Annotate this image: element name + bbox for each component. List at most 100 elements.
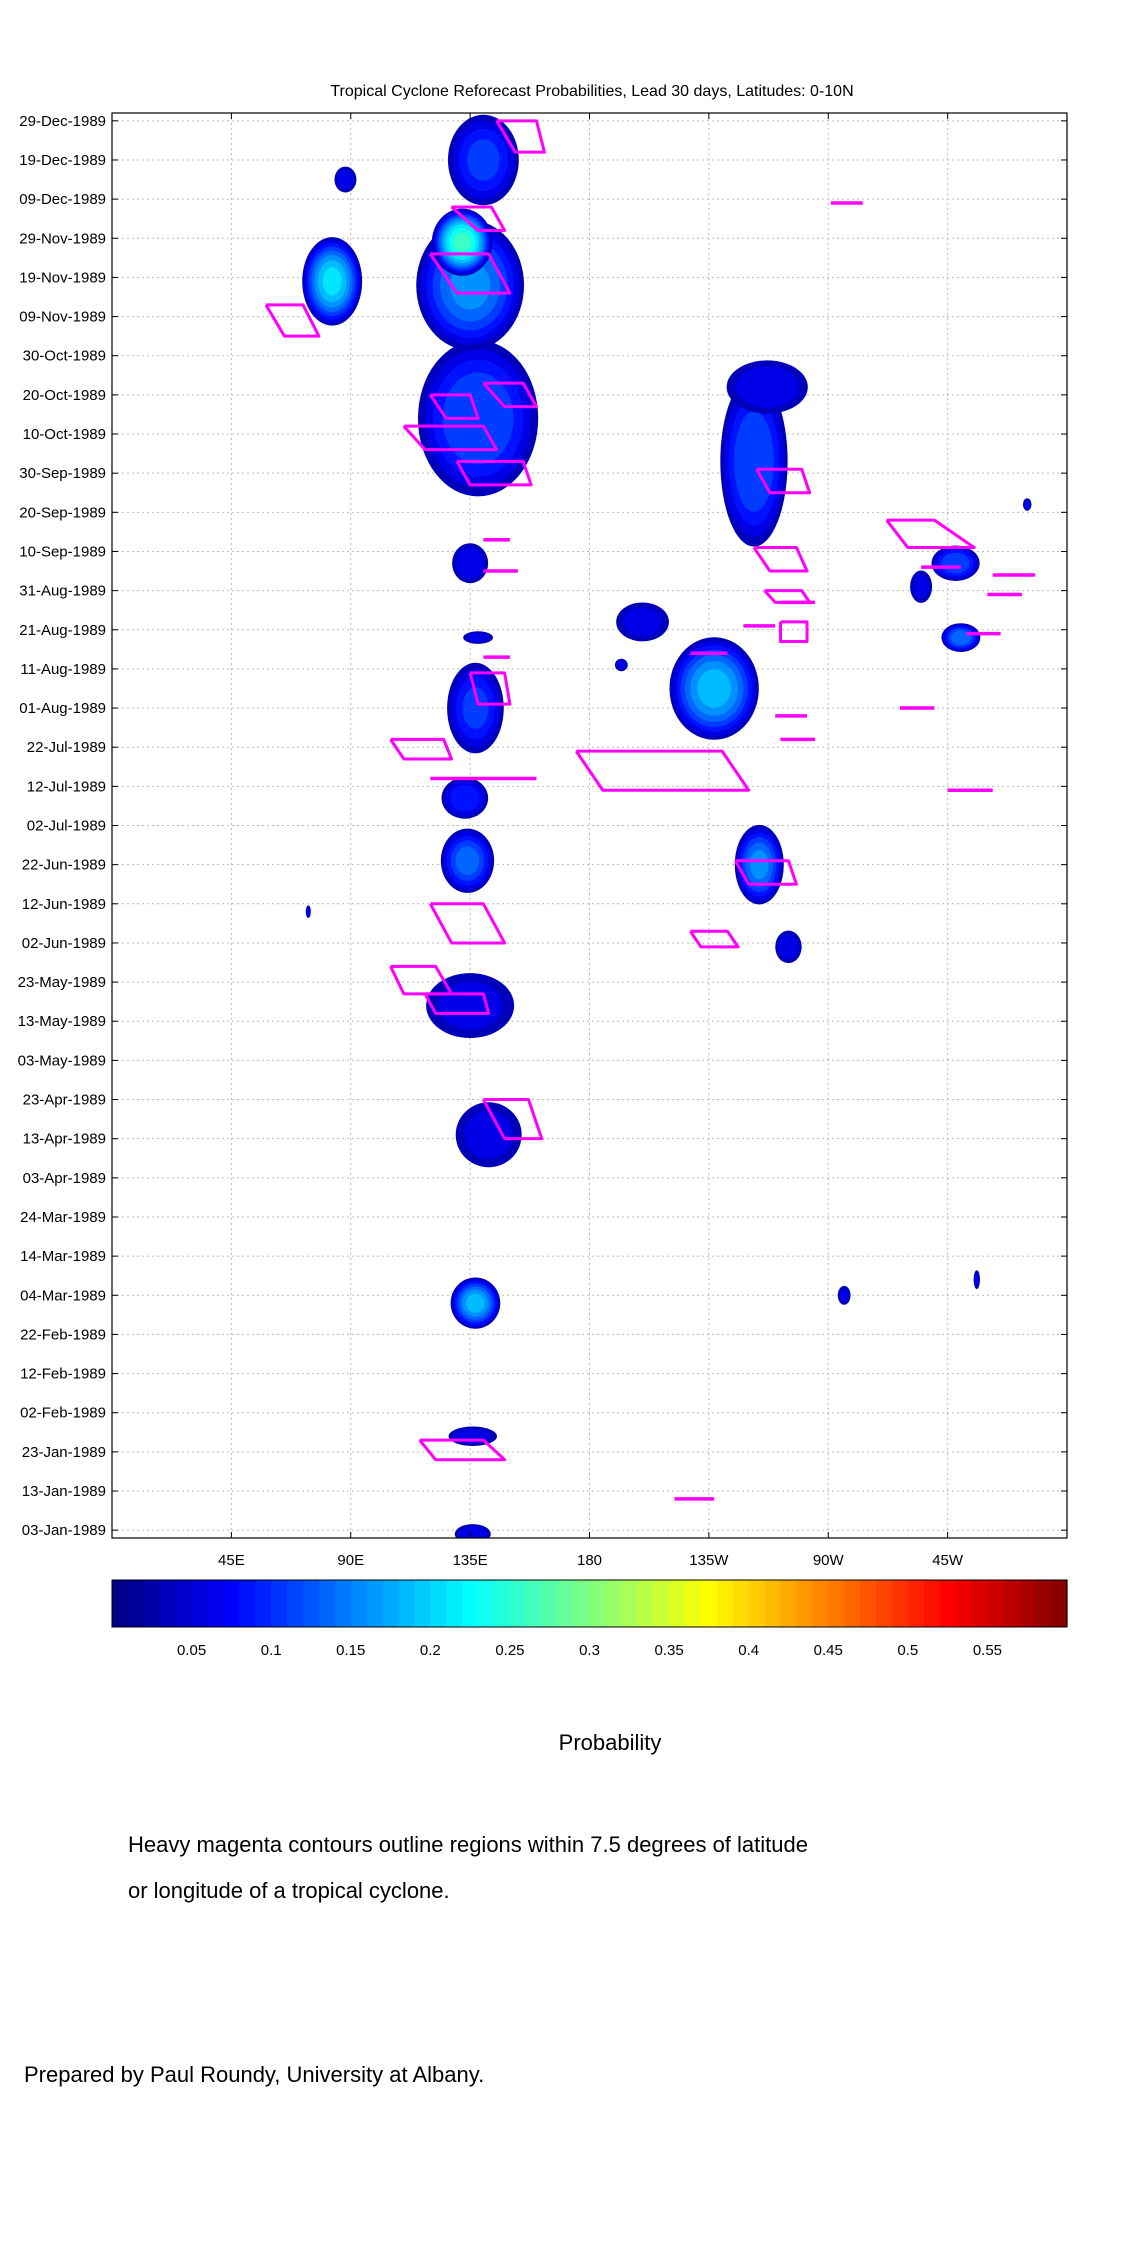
probability-region — [441, 777, 489, 819]
probability-region — [669, 637, 759, 740]
y-tick-label: 23-Jan-1989 — [22, 1444, 106, 1461]
cyclone-contour — [429, 902, 507, 945]
y-tick-label: 22-Jul-1989 — [27, 739, 106, 756]
cyclone-contour — [264, 303, 321, 338]
probability-region — [973, 1270, 980, 1290]
probability-level — [1024, 500, 1031, 509]
colorbar-swatch — [287, 1580, 304, 1627]
probability-region — [454, 1524, 491, 1538]
probability-level — [941, 552, 970, 574]
colorbar-swatch — [366, 1580, 384, 1627]
colorbar-swatch — [525, 1580, 543, 1627]
probability-region — [720, 376, 788, 547]
colorbar-swatch — [1051, 1580, 1068, 1627]
probability-region — [455, 1102, 522, 1168]
probability-level — [458, 1526, 487, 1538]
colorbar-swatch — [637, 1580, 654, 1627]
cyclone-contour — [779, 620, 809, 644]
colorbar-swatch — [143, 1580, 161, 1627]
colorbar-swatch — [541, 1580, 559, 1627]
y-tick-label: 10-Sep-1989 — [19, 543, 106, 560]
colorbar-swatch — [700, 1580, 718, 1627]
grid-lines — [112, 113, 1067, 1538]
probability-region — [837, 1285, 851, 1305]
y-tick-label: 02-Jul-1989 — [27, 818, 106, 835]
colorbar-swatch — [494, 1580, 511, 1627]
probability-level — [623, 607, 663, 637]
probability-field — [302, 114, 1032, 1538]
chart-title: Tropical Cyclone Reforecast Probabilitie… — [330, 83, 853, 100]
colorbar-label: Probability — [558, 1730, 662, 1755]
colorbar-swatch — [478, 1580, 495, 1627]
y-tick-label: 03-Apr-1989 — [23, 1170, 106, 1187]
colorbar-swatch — [223, 1580, 240, 1627]
colorbar-swatch — [621, 1580, 638, 1627]
colorbar-swatch — [175, 1580, 193, 1627]
colorbar-swatch — [939, 1580, 957, 1627]
probability-level — [974, 1273, 979, 1286]
y-tick-label: 19-Nov-1989 — [19, 269, 106, 286]
cyclone-contour — [455, 459, 533, 487]
cyclone-contour — [752, 546, 809, 573]
caption-line-2: or longitude of a tropical cyclone. — [128, 1878, 450, 1903]
y-tick-label: 23-Apr-1989 — [23, 1092, 106, 1109]
colorbar-swatch — [764, 1580, 782, 1627]
colorbar-swatch — [955, 1580, 973, 1627]
colorbar-swatch — [462, 1580, 479, 1627]
cyclone-contour — [423, 992, 491, 1015]
probability-level — [464, 1110, 514, 1159]
y-tick-label: 30-Sep-1989 — [19, 465, 106, 482]
x-tick-label: 180 — [577, 1552, 602, 1569]
colorbar-swatch — [923, 1580, 941, 1627]
y-tick-label: 09-Nov-1989 — [19, 309, 106, 326]
colorbar-swatch — [271, 1580, 288, 1627]
probability-level — [449, 784, 480, 812]
probability-level — [322, 267, 342, 296]
probability-level — [455, 547, 485, 579]
colorbar-swatch — [812, 1580, 829, 1627]
colorbar-swatch — [732, 1580, 750, 1627]
probability-level — [839, 1289, 849, 1302]
probability-region — [616, 602, 669, 642]
cyclone-contour — [755, 467, 812, 495]
cyclone-contour — [418, 1438, 507, 1462]
caption: Heavy magenta contours outline regions w… — [128, 1822, 988, 1914]
x-tick-label: 90W — [813, 1552, 845, 1569]
probability-region — [302, 237, 363, 326]
colorbar-swatch — [414, 1580, 431, 1627]
y-tick-label: 09-Dec-1989 — [19, 191, 106, 208]
cyclone-contour — [429, 252, 512, 295]
colorbar-swatch — [876, 1580, 893, 1627]
y-tick-label: 02-Jun-1989 — [22, 935, 106, 952]
cyclone-contour — [468, 671, 512, 706]
colorbar-tick-label: 0.2 — [420, 1642, 441, 1659]
y-tick-label: 19-Dec-1989 — [19, 152, 106, 169]
cyclone-contour — [734, 859, 798, 886]
colorbar-swatch — [685, 1580, 702, 1627]
x-axis-ticks: 45E 90E 135E 180 135W 90W 45W — [218, 113, 964, 1569]
y-tick-label: 22-Feb-1989 — [20, 1326, 106, 1343]
probability-region — [452, 543, 489, 584]
colorbar-frame — [111, 1579, 1068, 1628]
probability-region — [448, 1426, 497, 1446]
colorbar-swatch — [907, 1580, 925, 1627]
colorbar-swatch — [112, 1580, 129, 1627]
y-axis-ticks: 03-Jan-1989 13-Jan-1989 23-Jan-1989 02-Feb-… — [18, 113, 1067, 1539]
y-tick-label: 14-Mar-1989 — [20, 1248, 106, 1265]
y-tick-label: 04-Mar-1989 — [20, 1287, 106, 1304]
y-tick-label: 13-Apr-1989 — [23, 1131, 106, 1148]
probability-region — [734, 824, 784, 905]
y-tick-label: 12-Feb-1989 — [20, 1366, 106, 1383]
probability-region — [910, 570, 933, 603]
colorbar-tick-label: 0.4 — [738, 1642, 759, 1659]
colorbar-swatch — [653, 1580, 670, 1627]
x-tick-label: 45W — [932, 1552, 964, 1569]
cyclone-contours — [264, 119, 1036, 1501]
colorbar-swatch — [844, 1580, 861, 1627]
colorbar-swatch — [239, 1580, 256, 1627]
colorbar-swatch — [159, 1580, 177, 1627]
colorbar-tick-label: 0.5 — [897, 1642, 918, 1659]
cyclone-contour — [429, 393, 480, 420]
probability-level — [462, 687, 489, 729]
